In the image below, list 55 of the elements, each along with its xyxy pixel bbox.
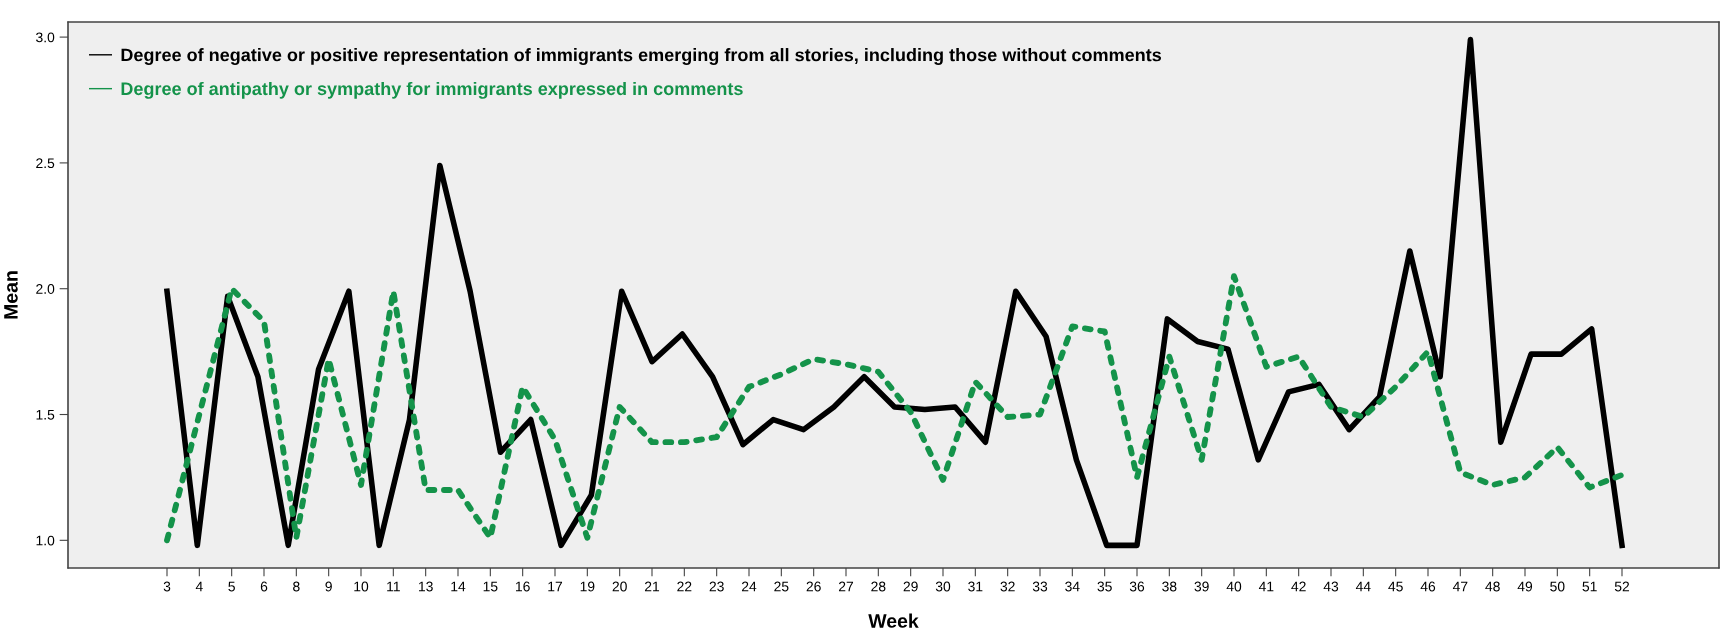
x-tick-label: 45 [1388,581,1403,592]
x-tick-label: 11 [387,581,400,592]
x-tick-label: 50 [1550,581,1565,592]
x-tick-label: 52 [1614,581,1630,592]
x-tick-label: 27 [838,581,854,592]
x-tick-label: 17 [548,581,563,592]
y-tick-label: 2.5 [36,158,55,169]
x-tick-label: 47 [1452,581,1468,592]
x-tick-label: 31 [968,581,983,592]
x-tick-label: 15 [483,581,498,592]
x-tick-label: 19 [580,581,595,592]
x-tick-label: 20 [612,581,627,592]
x-tick-label: 21 [644,581,660,592]
legend-label: Degree of antipathy or sympathy for immigrants expressed in comments [121,81,743,99]
x-tick-label: 46 [1420,581,1436,592]
x-tick-label: 29 [903,581,918,592]
x-tick-label: 8 [293,581,300,592]
y-tick-label: 3.0 [36,32,55,43]
x-tick-label: 3 [163,581,171,592]
x-tick-label: 26 [806,581,821,592]
x-tick-label: 25 [774,581,789,592]
x-tick-label: 51 [1582,581,1597,592]
x-tick-label: 30 [935,581,951,592]
x-tick-label: 24 [741,581,757,592]
y-tick-label: 1.5 [36,409,55,420]
x-tick-label: 22 [677,581,692,592]
x-tick-label: 39 [1194,581,1209,592]
y-tick-label: 1.0 [36,535,55,546]
x-tick-label: 16 [516,581,530,592]
x-tick-label: 13 [419,581,433,592]
x-tick-label: 35 [1097,581,1112,592]
y-tick-label: 2.0 [36,284,55,294]
x-tick-label: 14 [451,581,466,592]
x-tick-label: 23 [709,581,724,592]
x-tick-label: 5 [228,581,235,592]
legend-label: Degree of negative or positive representation of immigrants emerging from all stories, including those without comments [121,48,1162,65]
x-tick-label: 36 [1129,581,1145,592]
x-tick-label: 33 [1032,581,1048,592]
x-tick-label: 49 [1517,581,1533,592]
x-tick-label: 40 [1226,581,1242,592]
x-axis-title: Week [868,613,919,628]
x-tick-label: 32 [1000,581,1015,592]
x-tick-label: 28 [871,581,886,592]
x-tick-label: 44 [1355,581,1371,592]
x-tick-label: 43 [1323,581,1339,592]
x-tick-label: 10 [354,581,369,592]
y-axis-title: Mean [4,271,18,319]
x-tick-label: 34 [1065,581,1080,592]
x-tick-label: 38 [1162,581,1177,592]
x-tick-label: 4 [195,581,203,592]
x-tick-label: 9 [325,581,332,592]
x-tick-label: 48 [1485,581,1500,592]
x-tick-label: 41 [1258,581,1274,592]
x-tick-label: 6 [260,581,268,592]
x-tick-label: 42 [1291,581,1306,592]
